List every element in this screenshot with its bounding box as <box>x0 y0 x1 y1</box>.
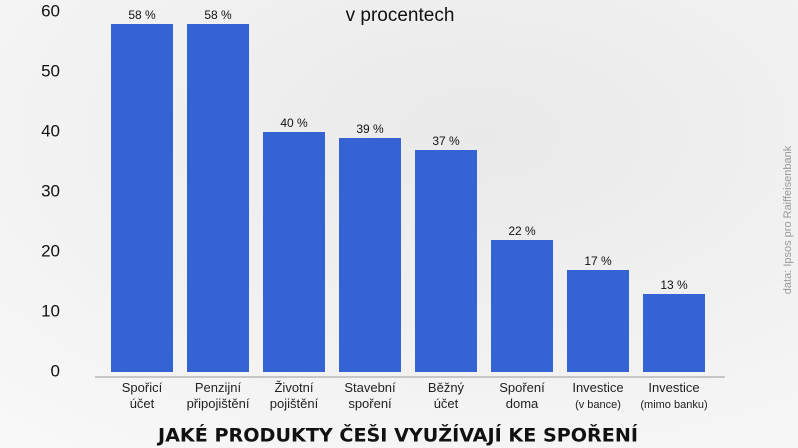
x-tick-label: Penzijní připojištění <box>187 380 250 411</box>
y-tick-label: 10 <box>41 301 60 320</box>
y-tick-label: 50 <box>41 61 60 80</box>
x-tick-label: Běžný účet <box>428 380 465 411</box>
value-label: 58 % <box>128 8 156 22</box>
x-tick-label: Investice (v bance) <box>572 380 623 410</box>
value-label: 40 % <box>280 116 308 130</box>
bar <box>567 270 629 372</box>
value-label: 58 % <box>204 8 232 22</box>
y-tick-label: 40 <box>41 121 60 140</box>
y-tick-label: 0 <box>51 361 60 380</box>
x-tick-label: Stavební spoření <box>344 380 396 411</box>
x-tick-label: Investice (mimo banku) <box>640 380 707 410</box>
y-tick-label: 30 <box>41 181 60 200</box>
x-tick-label: Životní pojištění <box>270 380 319 411</box>
chart-subtitle: v procentech <box>346 5 455 26</box>
bar <box>111 24 173 372</box>
source-note: data: Ipsos pro Raiffeisenbank <box>782 145 794 294</box>
value-label: 13 % <box>660 278 688 292</box>
bar <box>263 132 325 372</box>
bar <box>339 138 401 372</box>
x-tick-label: Spoření doma <box>499 380 545 411</box>
value-label: 22 % <box>508 224 536 238</box>
y-tick-label: 20 <box>41 241 60 260</box>
chart-title: JAKÉ PRODUKTY ČEŠI VYUŽÍVAJÍ KE SPOŘENÍ <box>157 423 638 447</box>
value-label: 37 % <box>432 134 460 148</box>
y-tick-label: 60 <box>41 1 60 20</box>
bar <box>415 150 477 372</box>
value-label: 39 % <box>356 122 384 136</box>
value-label: 17 % <box>584 254 612 268</box>
bar <box>643 294 705 372</box>
x-tick-label: Spořicí účet <box>122 380 163 411</box>
bar <box>187 24 249 372</box>
bar <box>491 240 553 372</box>
